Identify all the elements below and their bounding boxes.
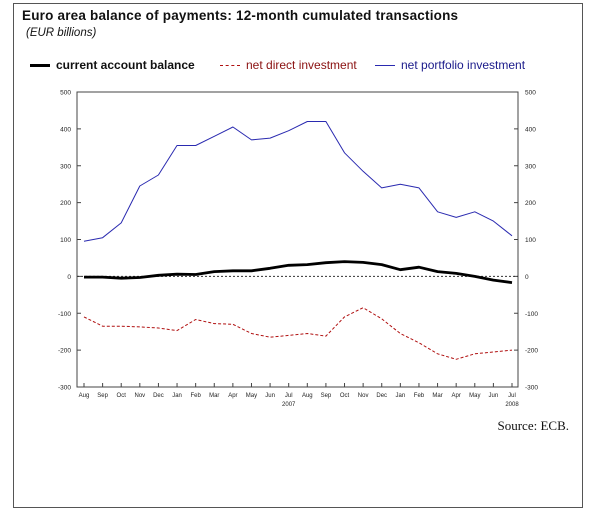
- x-year-label: 2007: [282, 402, 296, 408]
- y-tick-label-left: -100: [58, 311, 71, 318]
- y-tick-label-left: 500: [60, 90, 71, 97]
- x-tick-label: Apr: [452, 393, 461, 399]
- x-tick-label: Aug: [302, 393, 313, 399]
- legend-swatch-current-account: [30, 63, 50, 67]
- chart-title: Euro area balance of payments: 12-month …: [22, 8, 459, 23]
- y-tick-label-left: 300: [60, 163, 71, 170]
- legend-item-current-account: current account balance: [30, 58, 195, 72]
- y-tick-label-right: 200: [525, 200, 536, 207]
- legend-swatch-portfolio-investment: [375, 64, 395, 66]
- legend-item-direct-investment: net direct investment: [220, 58, 357, 72]
- x-tick-label: Mar: [432, 393, 442, 399]
- x-tick-label: Oct: [340, 393, 350, 399]
- plot-area: [76, 91, 519, 388]
- x-tick-label: Jan: [396, 393, 406, 399]
- legend-label-current-account: current account balance: [56, 58, 195, 72]
- chart-subtitle: (EUR billions): [26, 27, 97, 39]
- y-tick-label-right: 400: [525, 126, 536, 133]
- x-tick-label: Sep: [97, 393, 108, 399]
- y-tick-label-right: -100: [525, 311, 538, 318]
- x-tick-label: Jul: [508, 393, 516, 399]
- x-tick-label: Aug: [79, 393, 90, 399]
- y-tick-label-right: 100: [525, 237, 536, 244]
- x-tick-label: Feb: [190, 393, 201, 399]
- chart-frame: [13, 3, 583, 508]
- x-tick-label: Apr: [228, 393, 237, 399]
- x-tick-label: Sep: [321, 393, 332, 399]
- y-tick-label-left: 100: [60, 237, 71, 244]
- y-tick-label-right: -300: [525, 385, 538, 392]
- legend-label-direct-investment: net direct investment: [246, 58, 357, 72]
- legend-label-portfolio-investment: net portfolio investment: [401, 58, 526, 72]
- y-tick-label-left: 400: [60, 126, 71, 133]
- x-tick-label: Jul: [285, 393, 293, 399]
- x-tick-label: Jan: [172, 393, 182, 399]
- net-portfolio-investment-line: [83, 121, 513, 242]
- y-tick-label-right: 500: [525, 90, 536, 97]
- legend-item-portfolio-investment: net portfolio investment: [375, 58, 525, 72]
- x-tick-label: Dec: [153, 393, 164, 399]
- x-tick-label: Jun: [489, 393, 499, 399]
- y-tick-label-right: -200: [525, 348, 538, 355]
- x-tick-label: Feb: [414, 393, 425, 399]
- x-tick-label: Nov: [134, 393, 145, 399]
- x-tick-label: Dec: [376, 393, 387, 399]
- legend: current account balance net direct inves…: [30, 58, 570, 74]
- y-tick-label-right: 0: [525, 274, 529, 281]
- current-account-balance-line: [84, 260, 513, 284]
- x-tick-label: May: [246, 393, 257, 399]
- x-tick-label: May: [469, 393, 480, 399]
- x-tick-label: Jun: [265, 393, 275, 399]
- source-note: Source: ECB.: [497, 418, 570, 433]
- x-tick-label: Nov: [358, 393, 369, 399]
- x-year-label: 2008: [505, 402, 519, 408]
- x-tick-label: Oct: [117, 393, 127, 399]
- y-tick-label-left: 0: [67, 274, 71, 281]
- legend-swatch-direct-investment: [220, 64, 240, 66]
- y-tick-label-left: -300: [58, 385, 71, 392]
- y-tick-label-left: 200: [60, 200, 71, 207]
- y-tick-label-left: -200: [58, 348, 71, 355]
- net-direct-investment-line: [83, 307, 513, 360]
- y-tick-label-right: 300: [525, 163, 536, 170]
- x-tick-label: Mar: [209, 393, 219, 399]
